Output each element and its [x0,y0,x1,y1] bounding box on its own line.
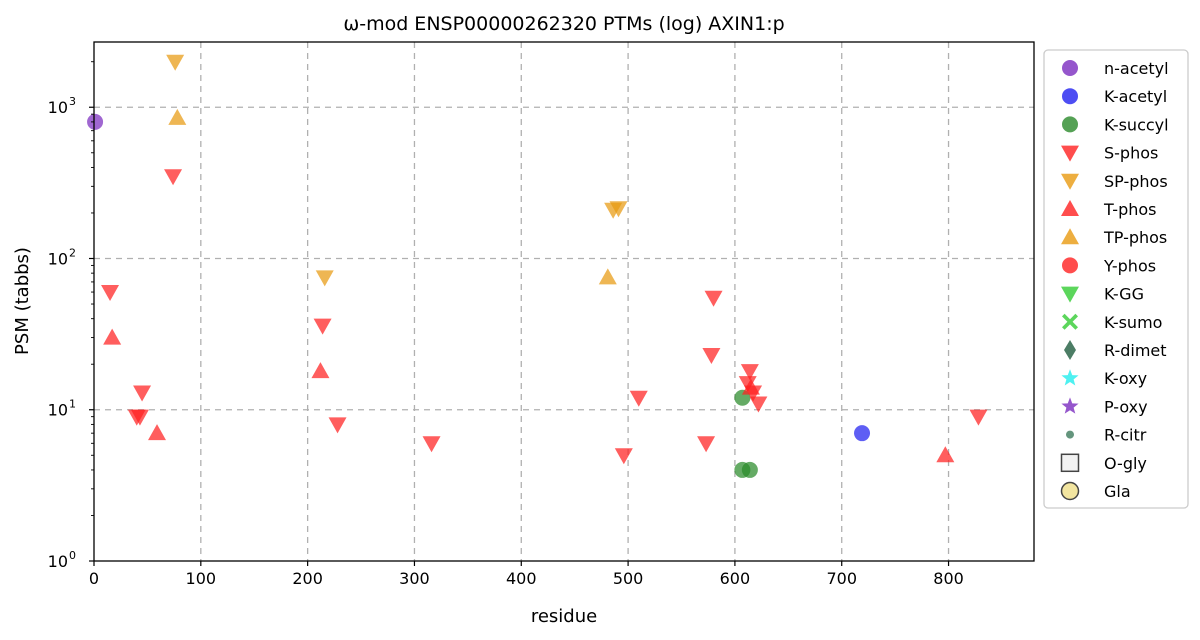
legend-marker-r-citr [1066,430,1074,439]
y-tick-exponent: 0 [69,549,76,562]
data-points [87,54,988,478]
legend-label: S-phos [1104,144,1158,163]
data-point-s-phos [422,436,441,453]
data-point-s-phos [328,417,347,434]
legend-marker-r-dimet [1064,340,1076,360]
legend-marker-k-sumo [1062,313,1078,330]
y-tick-exponent: 3 [69,95,76,108]
data-point-s-phos [697,436,716,453]
legend-marker-s-phos [1061,145,1079,162]
y-tick-label: 10 [48,98,68,117]
legend-label: K-sumo [1104,313,1162,332]
data-point-s-phos [133,385,152,402]
legend-label: K-succyl [1104,115,1169,134]
data-point-t-phos [741,378,760,395]
legend-label: K-acetyl [1104,87,1167,106]
data-point-s-phos [702,348,721,365]
legend-marker-tp-phos [1061,228,1079,245]
data-point-t-phos [103,328,122,345]
data-point-s-phos [130,409,149,426]
x-tick-label: 600 [720,569,751,588]
legend-marker-sp-phos [1061,173,1079,190]
y-tick-label: 10 [48,552,68,571]
data-point-s-phos [313,318,332,335]
legend-marker-n-acetyl [1062,60,1078,76]
data-point-s-phos [749,396,768,413]
x-tick-label: 700 [826,569,857,588]
grid-lines [94,42,1034,561]
data-point-s-phos [164,169,183,186]
data-point-s-phos [738,376,757,393]
y-tick-label: 10 [48,401,68,420]
legend-label: K-oxy [1104,369,1147,388]
legend-label: n-acetyl [1104,59,1169,78]
legend-label: Y-phos [1103,256,1156,275]
data-point-sp-phos [609,201,628,218]
legend-label: P-oxy [1104,397,1148,416]
legend-label: SP-phos [1104,172,1168,191]
data-point-k-succyl [741,461,758,478]
legend-marker-p-oxy [1061,397,1079,414]
data-point-n-acetyl [87,113,104,130]
y-tick-label: 10 [48,249,68,268]
data-point-t-phos [148,424,167,441]
y-tick-exponent: 2 [69,246,76,259]
x-tick-label: 400 [506,569,537,588]
legend-marker-gla [1060,481,1080,501]
data-point-k-acetyl [854,425,871,442]
x-axis-ticks: 0 100 200 300 400 500 600 700 800 [89,561,964,588]
data-point-s-phos [969,409,988,426]
legend-marker-k-acetyl [1062,88,1078,105]
data-point-t-phos [936,446,955,463]
data-point-s-phos [101,285,120,302]
legend-marker-k-succyl [1062,116,1078,133]
legend-marker-o-gly [1060,453,1080,473]
data-point-s-phos [614,448,633,465]
data-point-t-phos [311,362,330,379]
data-point-s-phos [704,290,723,307]
data-point-tp-phos [168,108,187,125]
y-axis-label: PSM (tabbs) [12,247,33,355]
x-axis-label: residue [531,606,597,627]
legend-label: R-dimet [1104,341,1167,360]
legend-frame [1043,49,1189,509]
legend-label: K-GG [1104,285,1144,304]
legend-marker-k-oxy [1061,369,1079,386]
x-tick-label: 100 [186,569,217,588]
data-point-tp-phos [598,268,617,285]
x-tick-label: 800 [933,569,964,588]
x-tick-label: 300 [399,569,430,588]
legend-marker-y-phos [1062,257,1078,274]
legend-marker-k-gg [1061,286,1079,303]
legend-label: R-citr [1104,426,1147,445]
y-tick-exponent: 1 [69,398,76,411]
data-point-sp-phos [315,270,334,287]
legend-label: O-gly [1104,454,1147,473]
x-tick-label: 200 [292,569,323,588]
x-tick-label: 500 [613,569,644,588]
legend-label: T-phos [1103,200,1157,219]
chart-title: ω-mod ENSP00000262320 PTMs (log) AXIN1:p [343,13,784,35]
plot-frame [93,41,1035,562]
x-tick-label: 0 [89,569,99,588]
legend: n-acetyl K-acetyl K-succyl S-phos SP-phos T-p… [1043,49,1189,509]
data-point-s-phos [740,364,759,381]
legend-label: TP-phos [1103,228,1167,247]
legend-marker-t-phos [1061,200,1079,216]
data-point-sp-phos [166,54,185,71]
legend-label: Gla [1104,482,1131,501]
data-point-s-phos [629,390,648,407]
